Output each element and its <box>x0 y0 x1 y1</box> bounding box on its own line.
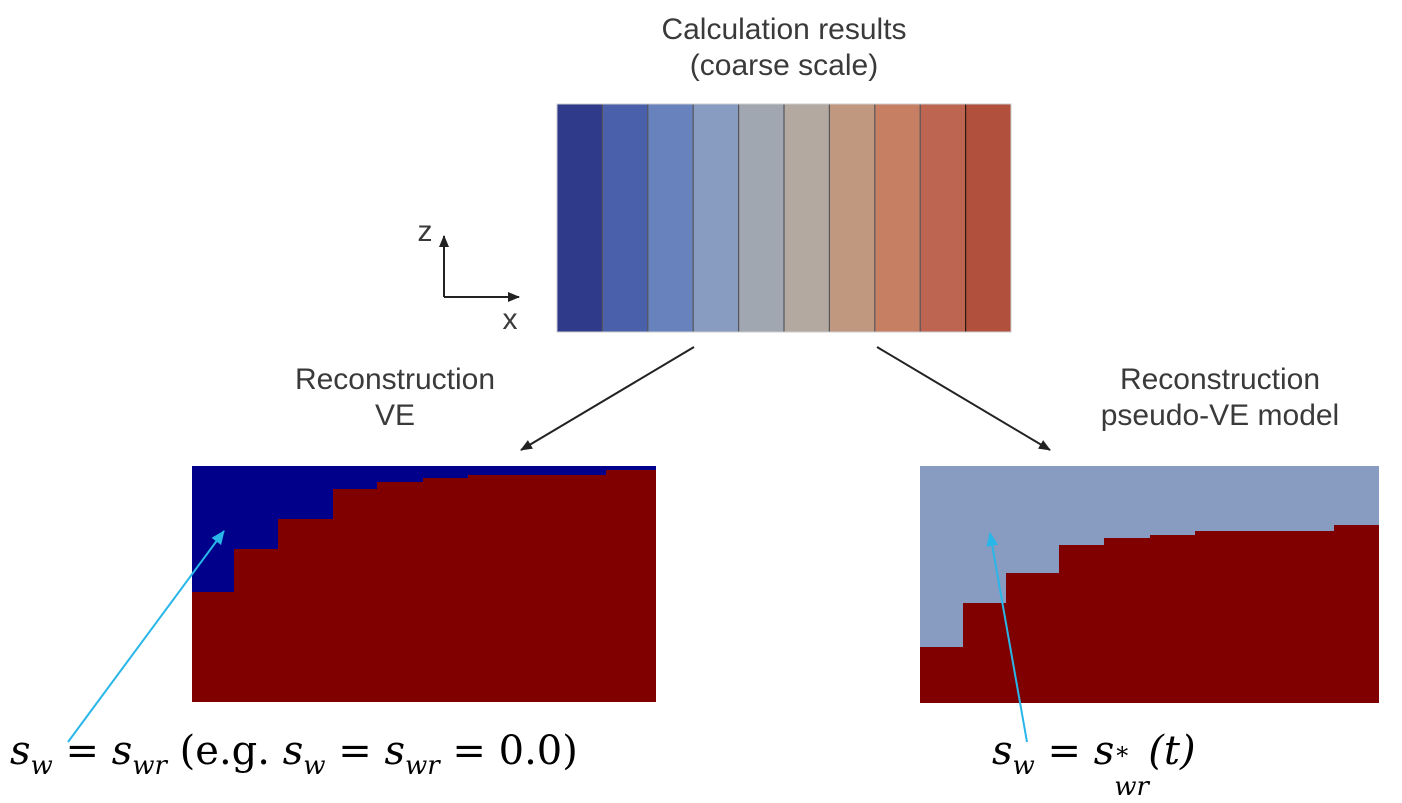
ve-formula-eq1: = <box>52 728 112 774</box>
coarse-stripe-9 <box>920 104 967 332</box>
ve-formula-eg: (e.g. <box>166 728 283 774</box>
ve-formula-s3: s <box>282 728 304 774</box>
ve-formula-value: = 0.0) <box>439 728 578 774</box>
coarse-scale-border <box>556 103 1012 333</box>
coarse-stripe-8 <box>874 104 921 332</box>
ve-title-line2: VE <box>374 399 416 432</box>
pseudo-ve-title-line1: Reconstruction <box>1119 363 1321 396</box>
coarse-stripe-2 <box>602 104 649 332</box>
ve-lower-region <box>192 470 656 702</box>
ve-reconstruction-panel <box>192 466 656 702</box>
coarse-stripe-7 <box>829 104 876 332</box>
pve-formula-t: (t) <box>1148 728 1196 774</box>
pve-formula-s2: s <box>1093 728 1115 774</box>
pseudo-ve-title-line2: pseudo-VE model <box>1100 399 1340 432</box>
pseudo-ve-pointer-arrow <box>986 532 1028 743</box>
ve-formula-wr1: wr <box>132 751 167 781</box>
coarse-stripe-1 <box>557 104 603 332</box>
coarse-stripe-4 <box>693 104 740 332</box>
arrow-to-pseudo-ve <box>876 346 1051 451</box>
coarse-stripe-3 <box>647 104 694 332</box>
ve-title: Reconstruction VE <box>220 362 570 434</box>
pve-formula-s1: s <box>992 728 1013 774</box>
coarse-title: Calculation results (coarse scale) <box>584 12 984 84</box>
z-axis-label: z <box>417 215 433 248</box>
coarse-scale-stripes <box>557 104 1012 332</box>
arrow-to-ve <box>520 346 695 451</box>
ve-formula-eq2: = <box>325 728 385 774</box>
ve-formula-w2: w <box>303 751 326 781</box>
axes-indicator <box>439 235 520 302</box>
ve-formula: sw = swr (e.g. sw = swr = 0.0) <box>10 728 578 781</box>
pve-formula-eq: = <box>1034 728 1094 774</box>
pseudo-ve-title: Reconstruction pseudo-VE model <box>1040 362 1400 434</box>
pve-formula-wr: wr <box>1114 772 1149 802</box>
ve-formula-w1: w <box>30 751 53 781</box>
pve-formula-star: * <box>1116 742 1129 770</box>
ve-formula-s4: s <box>384 728 405 774</box>
ve-title-line1: Reconstruction <box>294 363 496 396</box>
coarse-title-line2: (coarse scale) <box>689 49 879 82</box>
x-axis-label: x <box>502 303 518 336</box>
coarse-stripe-5 <box>738 104 785 332</box>
pve-formula-w: w <box>1012 751 1035 781</box>
pseudo-ve-formula: sw = s * wr (t) <box>992 728 1196 802</box>
pseudo-ve-lower-region <box>920 525 1379 703</box>
coarse-title-line1: Calculation results <box>661 13 907 46</box>
pseudo-ve-reconstruction-panel <box>920 466 1379 703</box>
ve-formula-wr2: wr <box>405 751 440 781</box>
ve-formula-s1: s <box>10 728 31 774</box>
coarse-stripe-6 <box>784 104 830 332</box>
coarse-stripe-10 <box>965 104 1012 332</box>
ve-pointer-arrow <box>67 530 225 743</box>
ve-formula-s2: s <box>111 728 133 774</box>
